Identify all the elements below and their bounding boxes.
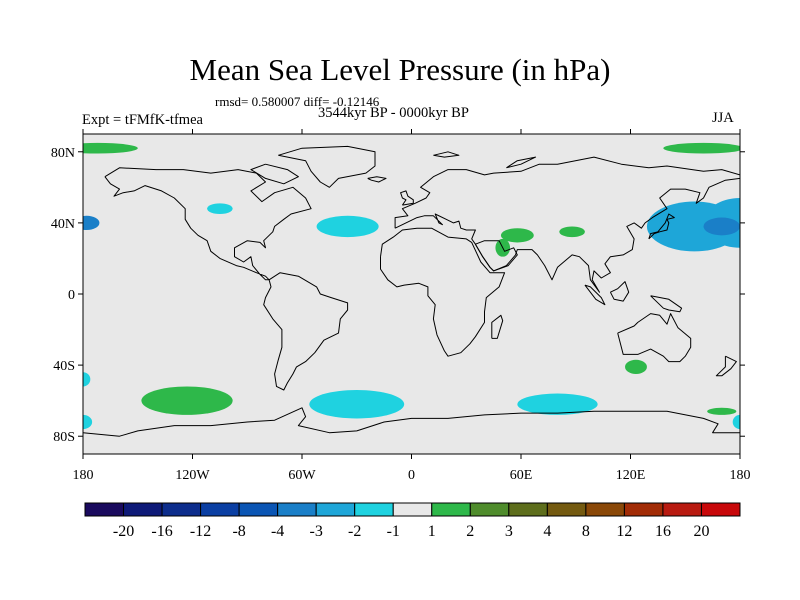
colorbar-label: 16 — [655, 523, 671, 540]
anomaly-south-indian-high — [707, 407, 737, 415]
coast-arabian-peninsula — [474, 240, 518, 272]
colorbar-label: 2 — [466, 523, 474, 540]
coast-madagascar — [491, 314, 504, 339]
colorbar-box — [623, 502, 664, 517]
coast-novaya-zemlya — [506, 156, 537, 169]
colorbar-label: 20 — [693, 523, 709, 540]
coast-antarctica — [83, 407, 740, 437]
colorbar-label: 3 — [505, 523, 513, 540]
coast-greenland — [278, 145, 376, 188]
anomaly-south-indian-low — [517, 393, 598, 415]
anomaly-south-pacific-edge-low2 — [83, 414, 93, 430]
anomaly-north-pacific-low-core — [83, 215, 100, 230]
colorbar-box — [585, 502, 625, 517]
anomaly-west-pacific-low — [646, 201, 740, 252]
x-tick-label: 120W — [175, 468, 210, 483]
axis-layer: 180 120W 60W 0 60E 120E 180 80N 40N 0 40S 80S — [51, 129, 751, 483]
colorbar-box — [161, 502, 202, 517]
anomaly-central-atlantic-low — [316, 215, 379, 238]
anomaly-north-america-low — [207, 203, 233, 215]
coast-south-america — [263, 272, 349, 391]
coast-iceland — [367, 176, 387, 183]
x-tick-label: 60E — [510, 468, 533, 483]
anomaly-south-edge-low-east — [732, 414, 740, 430]
x-tick-label: 180 — [730, 468, 751, 483]
season-label: JJA — [712, 110, 734, 126]
colorbar-box — [354, 502, 394, 517]
y-tick-label: 40S — [53, 359, 75, 374]
colorbar-label: -12 — [190, 523, 211, 540]
colorbar-label: 8 — [582, 523, 590, 540]
colorbar-box — [200, 502, 240, 517]
anomaly-south-pacific-edge-low — [83, 372, 91, 387]
x-tick-label: 60W — [288, 468, 316, 483]
colorbar-label: -3 — [310, 523, 323, 540]
colorbar-box — [123, 502, 163, 517]
anomaly-arctic-high-west — [83, 142, 138, 154]
colorbar-box — [662, 502, 702, 517]
colorbar: -20 -16 -12 -8 -4 -3 -2 -1 1 2 3 4 8 12 16 20 — [84, 502, 741, 540]
colorbar-box — [469, 502, 510, 517]
coast-eurasia — [394, 156, 740, 293]
colorbar-label: -20 — [113, 523, 134, 540]
y-tick-label: 80N — [51, 146, 75, 161]
experiment-label: Expt = tFMfK-tfmea — [82, 112, 203, 128]
coast-north-america — [104, 167, 312, 281]
coast-new-zealand — [715, 355, 737, 377]
colorbar-label: -8 — [232, 523, 245, 540]
y-tick-label: 0 — [68, 288, 75, 303]
colorbar-label: 4 — [543, 523, 551, 540]
colorbar-box — [546, 502, 587, 517]
y-tick-label: 80S — [53, 430, 75, 445]
colorbar-label: -16 — [151, 523, 172, 540]
stats-text: rmsd= 0.580007 diff= -0.12146 — [215, 94, 380, 109]
y-tick-label: 40N — [51, 217, 75, 232]
anomaly-australia-high — [625, 359, 647, 374]
period-subtitle: 3544kyr BP - 0000kyr BP — [318, 105, 469, 121]
colorbar-box — [431, 502, 471, 517]
colorbar-label: -1 — [387, 523, 400, 540]
colorbar-box — [392, 502, 433, 517]
colorbar-box — [508, 502, 548, 517]
coast-new-guinea — [650, 295, 683, 313]
coast-baffin-island — [250, 163, 299, 185]
coast-sumatra — [584, 284, 606, 306]
chart-title: Mean Sea Level Pressure (in hPa) — [189, 52, 611, 87]
colorbar-label: -2 — [348, 523, 361, 540]
colorbar-box — [315, 502, 356, 517]
coast-great-britain — [400, 190, 414, 206]
anomaly-arctic-high-east — [663, 142, 740, 154]
coast-africa — [380, 227, 506, 357]
anomaly-south-atlantic-low — [309, 390, 405, 419]
coast-japan — [648, 213, 675, 240]
colorbar-label: -4 — [271, 523, 284, 540]
coast-australia — [617, 313, 692, 363]
anomaly-south-pacific-high — [141, 386, 233, 415]
anomaly-himalaya-high — [559, 226, 585, 238]
coast-borneo — [609, 281, 630, 302]
colorbar-box — [277, 502, 317, 517]
colorbar-box — [84, 502, 125, 517]
coastline-layer — [83, 145, 740, 437]
coast-svalbard — [433, 151, 460, 158]
colorbar-box — [238, 502, 279, 517]
anomaly-west-pacific-low-core — [703, 217, 740, 236]
colorbar-label: 1 — [428, 523, 436, 540]
x-tick-label: 180 — [73, 468, 94, 483]
anomaly-layer — [83, 142, 740, 430]
colorbar-box — [700, 502, 741, 517]
colorbar-label: 12 — [616, 523, 632, 540]
x-tick-label: 120E — [616, 468, 646, 483]
x-tick-label: 0 — [408, 468, 415, 483]
anomaly-middle-east-high — [500, 228, 534, 243]
